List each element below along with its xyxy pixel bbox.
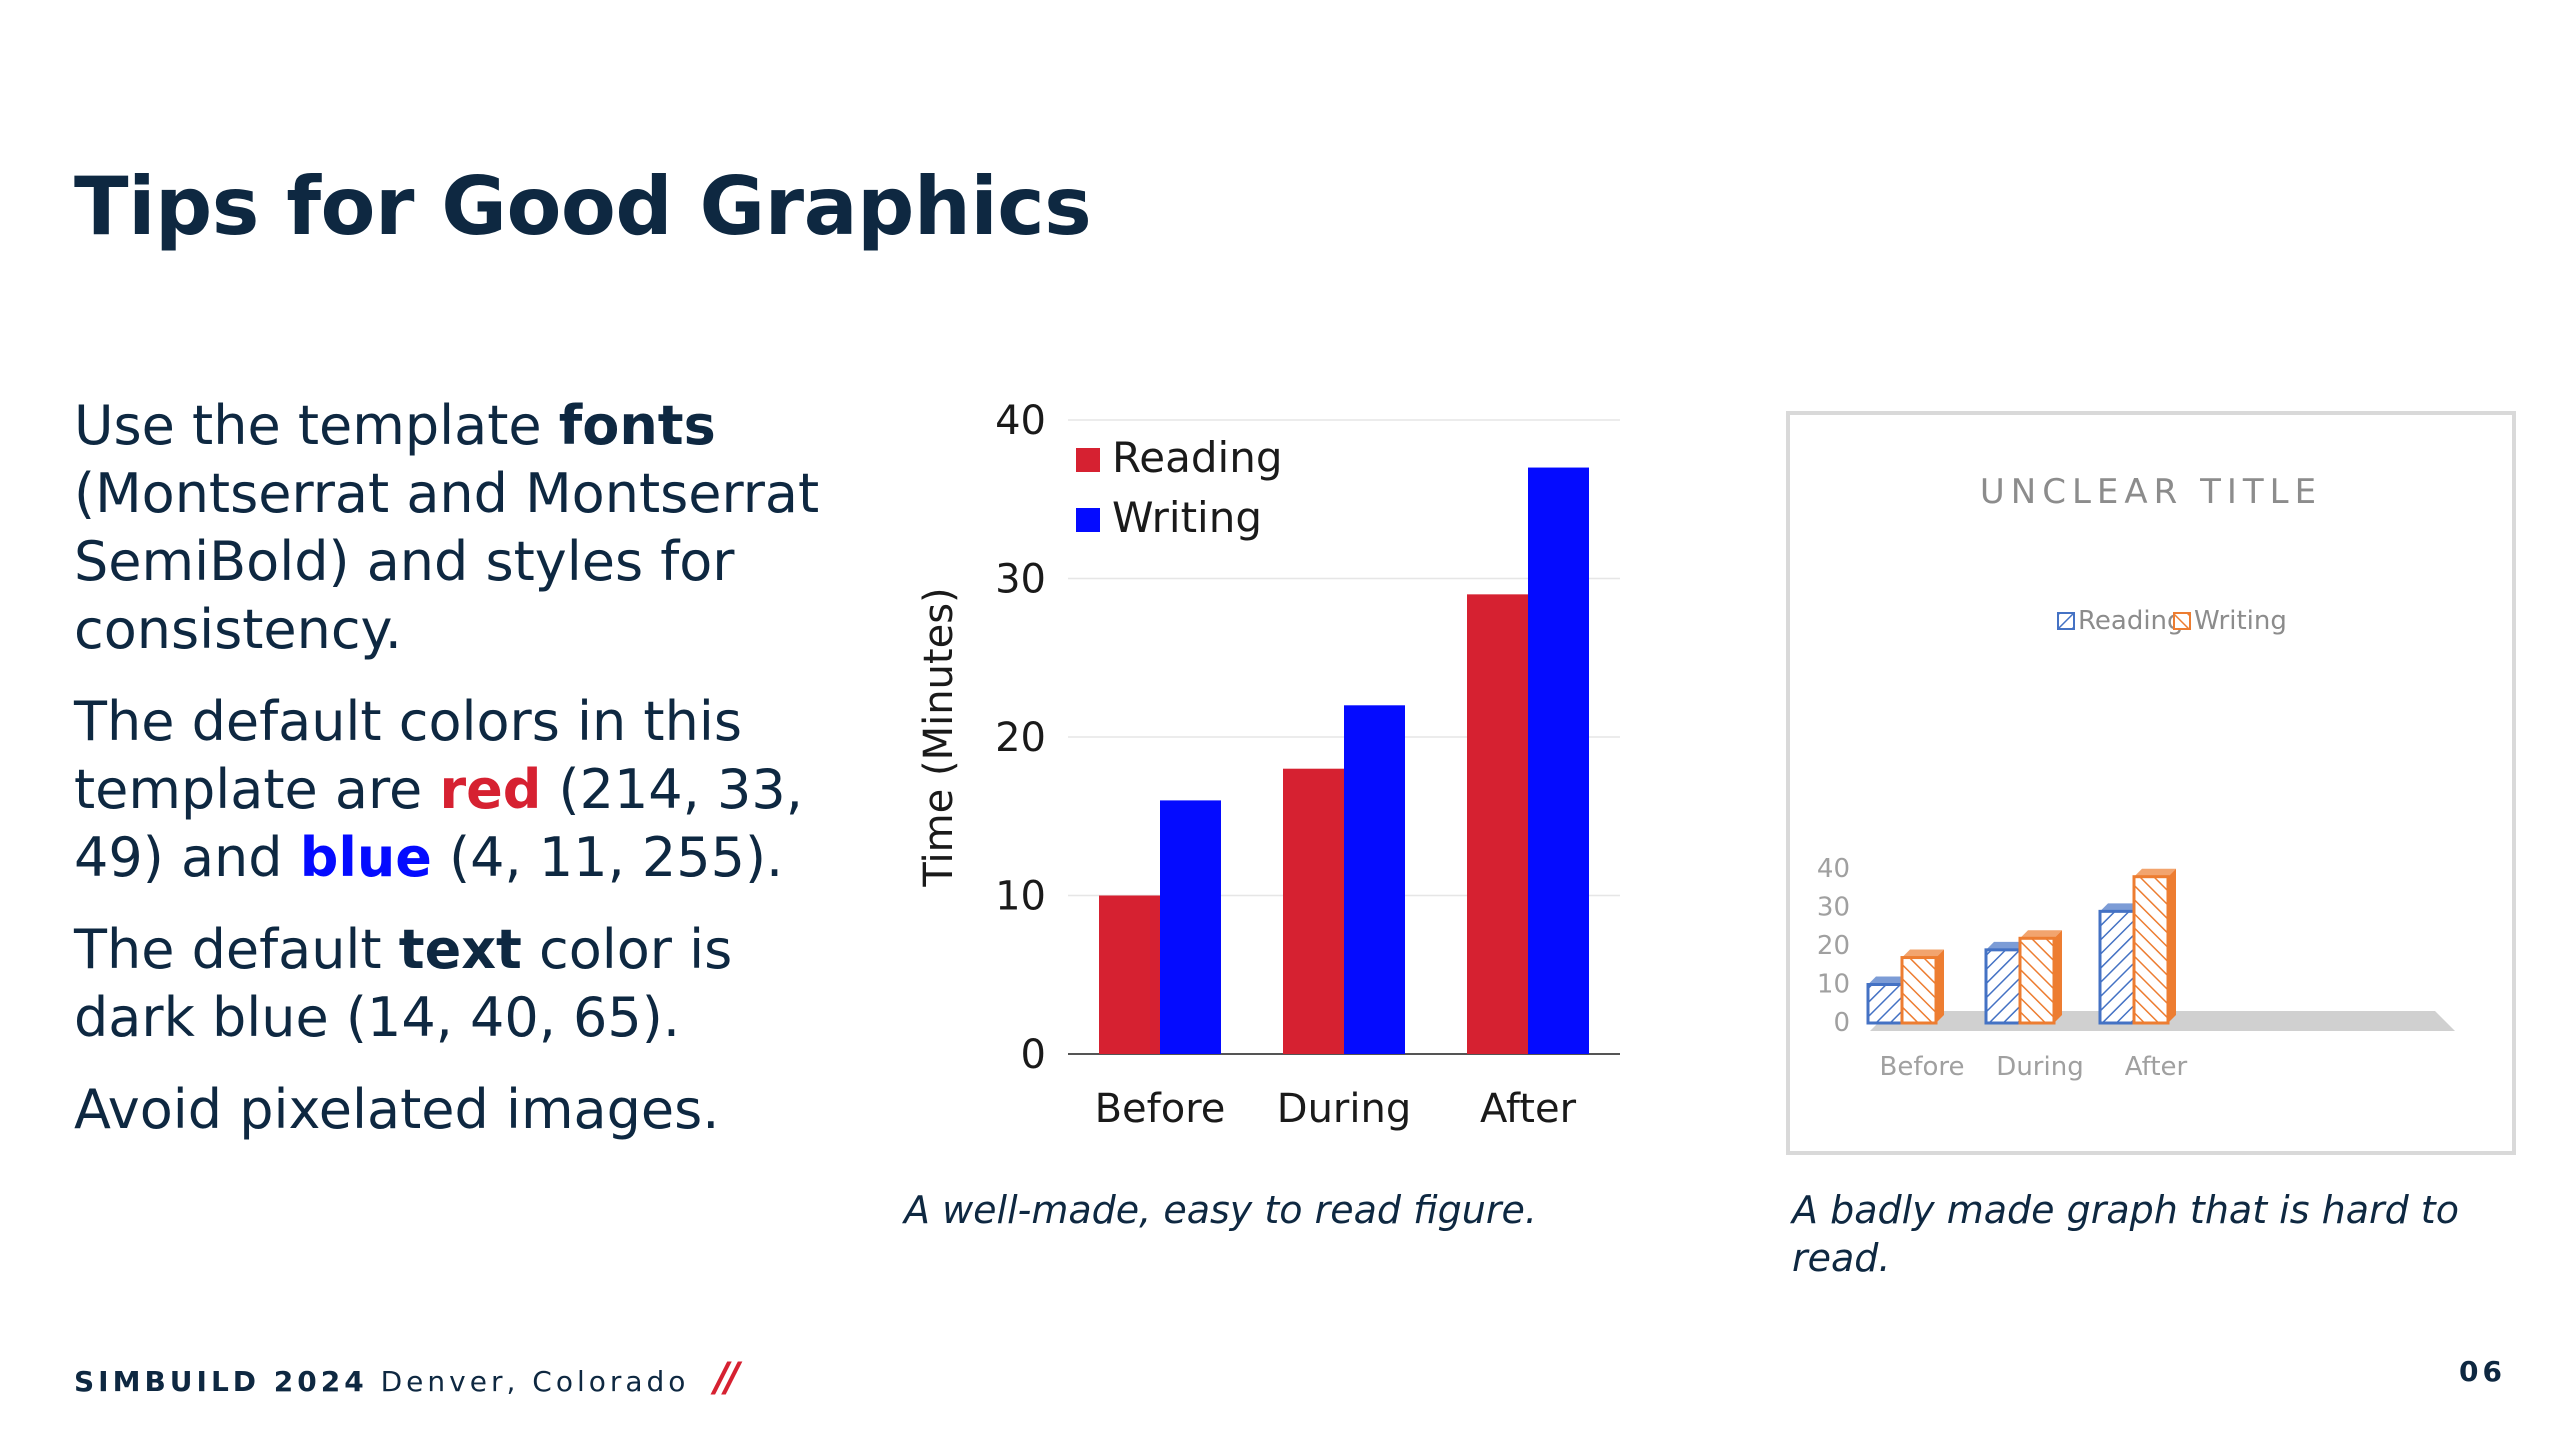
y-tick-label: 10 [995,874,1046,920]
bullet-colors: The default colors in this template are … [74,688,834,892]
legend-label-writing: Writing [1112,493,1262,542]
bad-legend-swatch-writing [2173,612,2191,630]
bad-bar-writing-during [2018,936,2056,1025]
bad-y-tick-label: 30 [1817,893,1850,923]
bullet-pixelated: Avoid pixelated images. [74,1076,834,1144]
y-tick-label: 30 [995,557,1046,603]
y-tick-label: 20 [995,715,1046,761]
x-tick-label: During [1277,1086,1411,1132]
legend-swatch-reading [1076,448,1100,472]
bullet-text: color is dark blue (14, 40, 65). [74,918,733,1049]
bullet-red-word: red [439,758,542,821]
bad-chart-title: UNCLEAR TITLE [1980,472,2322,512]
footer-event: SIMBUILD 2024 [74,1365,368,1398]
bullet-text: The default [74,918,399,981]
bad-y-tick-label: 10 [1817,970,1850,1000]
y-tick-label: 0 [1021,1032,1046,1078]
bad-bar-writing-before [1900,956,1938,1025]
legend-label-reading: Reading [1112,433,1282,482]
bad-legend-label-reading: Reading [2078,606,2184,636]
bar-reading-during [1283,768,1344,1054]
bad-bar-writing-after [2132,875,2170,1025]
bar-writing-during [1344,705,1405,1054]
legend-swatch-writing [1076,508,1100,532]
bullet-blue-word: blue [299,826,432,889]
bad-bar-reading-after [2098,909,2136,1025]
bad-bar-top-reading-during [1986,941,2028,950]
bad-x-tick-label: Before [1879,1052,1964,1082]
bad-bar-reading-before [1866,983,1904,1025]
bad-y-tick-label: 40 [1817,854,1850,884]
bullet-text: (4, 11, 255). [431,826,784,889]
bad-bar-chart: UNCLEAR TITLE Reading Writing 0 10 20 30 40 Befo… [1817,472,2455,1082]
x-tick-label: After [1480,1086,1577,1132]
bad-bar-top-writing-after [2134,868,2176,877]
bullet-text: Use the template [74,394,559,457]
bad-y-tick-label: 0 [1833,1008,1850,1038]
bar-reading-before [1099,895,1160,1054]
bullet-text-color: The default text color is dark blue (14,… [74,916,834,1052]
bar-writing-before [1160,800,1221,1054]
bad-bar-side-writing-after [2168,868,2176,1023]
bullet-bold-text: text [398,918,522,981]
bad-y-tick-label: 20 [1817,931,1850,961]
bullet-text: Avoid pixelated images. [74,1078,720,1141]
bad-legend-label-writing: Writing [2194,606,2287,636]
footer-slash-mark: // [714,1355,739,1401]
good-bar-chart: 0 10 20 30 40 Time (Minutes) Before During After… [916,398,1620,1132]
bullet-text: The default colors in this template are [74,690,742,821]
page-number: 06 [2459,1355,2506,1388]
bad-bar-top-reading-before [1868,976,1910,985]
bad-legend-swatch-reading [2057,612,2075,630]
bar-reading-after [1467,594,1528,1054]
footer: SIMBUILD 2024 Denver, Colorado // [74,1355,740,1401]
x-tick-label: Before [1095,1086,1226,1132]
bad-bar-top-reading-after [2100,903,2142,912]
bad-bar-side-writing-before [1936,949,1944,1023]
y-axis-label: Time (Minutes) [916,587,962,887]
bad-x-tick-label: During [1996,1052,2083,1082]
caption-bad-figure: A badly made graph that is hard to read. [1792,1188,2459,1280]
bullet-fonts: Use the template fonts (Montserrat and M… [74,392,834,664]
bad-bar-reading-during [1984,948,2022,1025]
bullet-text: (Montserrat and Montserrat SemiBold) and… [74,462,820,661]
bullet-bold-fonts: fonts [558,394,716,457]
bad-bar-side-writing-during [2054,930,2062,1023]
bar-writing-after [1528,467,1589,1054]
bad-chart-frame: UNCLEAR TITLE Reading Writing 0 10 20 30 40 Befo… [1786,411,2516,1155]
y-tick-label: 40 [995,398,1046,444]
bad-x-tick-label: After [2125,1052,2188,1082]
bullet-list: Use the template fonts (Montserrat and M… [74,392,834,1168]
footer-location: Denver, Colorado [367,1365,703,1398]
slide-title: Tips for Good Graphics [74,160,1092,253]
bad-bar-top-writing-before [1902,949,1944,958]
caption-good-figure: A well-made, easy to read figure. [904,1188,1537,1232]
bad-bar-top-writing-during [2020,930,2062,939]
bullet-text: (214, 33, 49) and [74,758,803,889]
